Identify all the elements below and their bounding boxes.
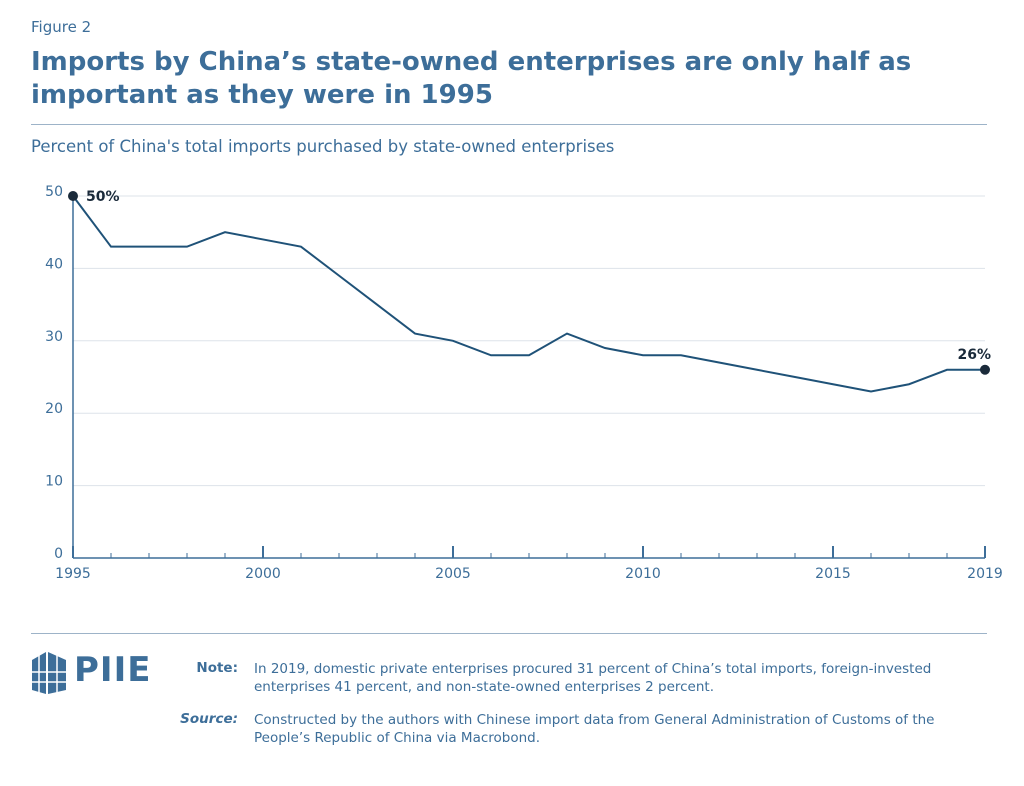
source-label: Source: [180,711,238,727]
x-tick-label: 2019 [967,566,1003,582]
point [68,191,78,201]
logo-icon [30,650,68,694]
y-tick-label: 0 [54,546,63,562]
x-tick-label: 2005 [435,566,471,582]
chart-title: Imports by China’s state-owned enterpris… [31,47,912,110]
y-tick-label: 10 [45,474,63,490]
x-tick-label: 1995 [55,566,91,582]
y-tick-label: 40 [45,256,63,272]
rule [31,633,987,634]
point [980,364,990,375]
source: Constructed by the authors with Chinese … [254,712,935,746]
x-tick-label: 2000 [245,566,281,582]
value-label: 26% [957,347,991,363]
figure-label: Figure 2 [31,18,92,36]
note-label: Note: [196,660,238,676]
x-tick-label: 2010 [625,566,661,582]
y-tick-label: 50 [45,184,63,200]
value-label: 50% [86,189,120,205]
logo: PIIE [74,650,152,690]
note: In 2019, domestic private enterprises pr… [254,661,932,695]
rule [31,124,987,125]
x-tick-label: 2015 [815,566,851,582]
y-tick-label: 30 [45,329,63,345]
y-tick-label: 20 [45,401,63,417]
line-series [72,195,985,393]
subtitle: Percent of China's total imports purchas… [31,137,615,156]
